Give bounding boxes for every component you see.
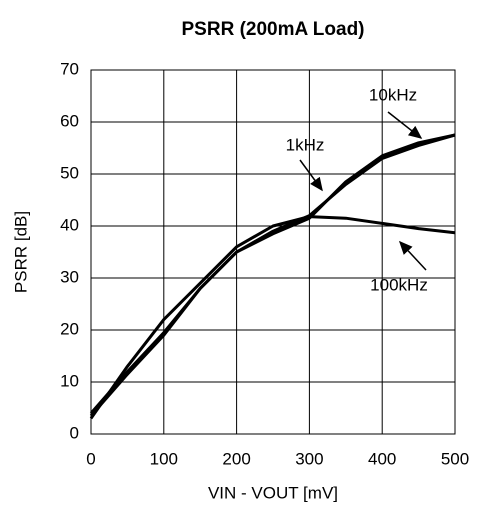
y-tick-label: 0 (70, 423, 79, 442)
x-tick-label: 500 (441, 449, 469, 468)
y-tick-label: 10 (60, 371, 79, 390)
series-line (89, 133, 456, 415)
y-tick-label: 70 (60, 59, 79, 78)
annotation-arrow (398, 240, 427, 271)
y-tick-label: 40 (60, 215, 79, 234)
series-line (89, 133, 456, 417)
plot-frame (90, 69, 456, 435)
series-label: 1kHz (286, 135, 325, 154)
series-line (89, 215, 456, 420)
y-axis-label: PSRR [dB] (11, 211, 30, 293)
x-axis-label: VIN - VOUT [mV] (208, 483, 338, 502)
annotation-arrow (299, 159, 323, 192)
x-tick-label: 0 (86, 449, 95, 468)
y-tick-label: 60 (60, 111, 79, 130)
x-tick-label: 200 (222, 449, 250, 468)
series-label: 100kHz (370, 275, 428, 294)
chart-title: PSRR (200mA Load) (182, 19, 365, 40)
annotation-arrow (387, 111, 423, 139)
series-label: 10kHz (369, 85, 417, 104)
y-tick-label: 50 (60, 163, 79, 182)
y-tick-label: 30 (60, 267, 79, 286)
x-tick-label: 300 (295, 449, 323, 468)
y-tick-label: 20 (60, 319, 79, 338)
x-tick-label: 100 (150, 449, 178, 468)
x-tick-label: 400 (368, 449, 396, 468)
